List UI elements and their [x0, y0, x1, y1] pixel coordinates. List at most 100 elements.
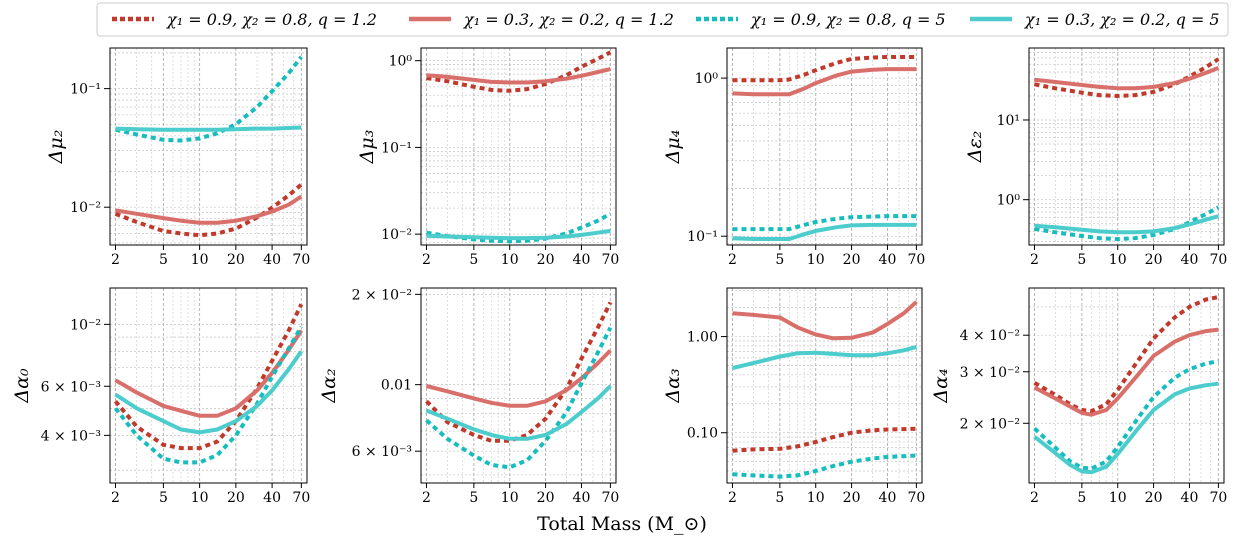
panel-4: 2 5 10 20 40 70 10¹ 10⁰ Δε₂	[964, 47, 1227, 268]
legend-frame	[96, 2, 1229, 37]
series-line-2	[115, 194, 303, 225]
y-tick-label: 6 × 10⁻³	[41, 379, 101, 395]
y-tick-label: 10⁻²	[70, 200, 101, 216]
panel-3: 2 5 10 20 40 70 10⁰ 10⁻¹ Δμ₄	[662, 47, 925, 268]
series-line-1	[425, 301, 613, 443]
series-line-3	[732, 453, 917, 479]
y-axis-label: Δα₃	[662, 368, 684, 403]
y-tick-label: 0.10	[687, 426, 718, 442]
y-tick-label: 3 × 10⁻²	[960, 365, 1020, 381]
panel-1: 2 5 10 20 40 70 10⁻¹ 10⁻² Δμ₂	[45, 47, 310, 268]
x-tick-label: 2	[422, 252, 431, 268]
y-tick-label: 0.01	[381, 378, 412, 394]
panel-6: 2 5 10 20 40 70 2 × 10⁻² 0.01 6 × 10⁻³ Δα₂	[318, 287, 619, 506]
x-tick-label: 2	[728, 252, 737, 268]
series-line-1	[426, 50, 612, 93]
x-tick-label: 40	[1181, 252, 1199, 268]
series-line-4	[425, 384, 612, 441]
x-tick-label: 2	[1030, 252, 1039, 268]
x-tick-label: 5	[159, 252, 168, 268]
x-tick-label: 70	[1209, 490, 1227, 506]
x-tick-label: 70	[601, 490, 619, 506]
y-tick-label: 10⁻¹	[687, 229, 718, 245]
series-line-4	[115, 125, 302, 132]
x-tick-label: 40	[573, 490, 591, 506]
axes-frame	[420, 287, 617, 484]
y-tick-label: 10⁻¹	[70, 82, 101, 98]
x-tick-label: 10	[1109, 252, 1127, 268]
y-axis-label: Δε₂	[964, 131, 986, 164]
panels: 2 5 10 20 40 70 10⁻¹ 10⁻² Δμ₂ 2 5 10 20 40 70 10⁰ 10⁻¹ 10…	[11, 47, 1227, 506]
x-tick-label: 10	[191, 490, 209, 506]
y-tick-label: 2 × 10⁻²	[960, 416, 1020, 432]
x-tick-label: 5	[775, 252, 784, 268]
x-tick-label: 20	[843, 490, 861, 506]
x-tick-label: 20	[843, 252, 861, 268]
y-tick-label: 10¹	[997, 113, 1020, 129]
x-tick-label: 5	[1077, 490, 1086, 506]
x-tick-label: 10	[191, 252, 209, 268]
series-line-4	[732, 344, 917, 371]
x-tick-label: 2	[111, 252, 120, 268]
y-tick-label: 2 × 10⁻²	[352, 287, 412, 303]
series-line-2	[426, 67, 611, 85]
x-tick-label: 2	[1030, 490, 1039, 506]
series-line-3	[115, 55, 303, 143]
x-tick-label: 20	[1145, 490, 1163, 506]
y-tick-label: 10⁻²	[70, 317, 101, 333]
series-line-2	[1034, 66, 1220, 91]
x-tick-label: 20	[537, 252, 555, 268]
axes-frame	[1028, 287, 1225, 484]
y-axis-label: Δα₀	[11, 368, 33, 404]
series-line-3	[1034, 205, 1220, 242]
panel-5: 2 5 10 20 40 70 10⁻² 6 × 10⁻³ 4 × 10⁻³ Δα₀	[11, 287, 310, 506]
x-tick-label: 20	[227, 490, 245, 506]
axes-frame	[726, 287, 923, 484]
series-line-2	[732, 300, 918, 341]
y-tick-label: 1.00	[687, 330, 718, 346]
legend-label-3: χ₁ = 0.9, χ₂ = 0.8, q = 5	[750, 10, 946, 29]
legend-label-2: χ₁ = 0.3, χ₂ = 0.2, q = 1.2	[463, 10, 674, 29]
y-tick-label: 10⁻²	[381, 227, 412, 243]
x-tick-label: 40	[879, 490, 897, 506]
series-line-3	[732, 214, 917, 232]
x-tick-label: 10	[807, 252, 825, 268]
legend: χ₁ = 0.9, χ₂ = 0.8, q = 1.2 χ₁ = 0.3, χ₂ …	[96, 2, 1229, 37]
series-line-1	[1033, 295, 1219, 414]
series-line-1	[1034, 57, 1220, 98]
legend-label-4: χ₁ = 0.3, χ₂ = 0.2, q = 5	[1024, 10, 1220, 29]
x-tick-label: 10	[1109, 490, 1127, 506]
y-axis-label: Δμ₂	[45, 130, 67, 165]
axes-frame	[109, 287, 308, 484]
x-tick-label: 70	[907, 490, 925, 506]
x-tick-label: 5	[775, 490, 784, 506]
axes-frame	[109, 47, 308, 246]
x-tick-label: 70	[907, 252, 925, 268]
x-tick-label: 2	[422, 490, 431, 506]
x-tick-label: 70	[1209, 252, 1227, 268]
legend-label-1: χ₁ = 0.9, χ₂ = 0.8, q = 1.2	[166, 10, 377, 29]
y-axis-label: Δμ₄	[662, 130, 684, 165]
x-tick-label: 40	[263, 490, 281, 506]
axes-frame	[420, 47, 617, 246]
series-line-2	[732, 67, 917, 97]
panel-8: 2 5 10 20 40 70 4 × 10⁻² 3 × 10⁻² 2 × 10⁻² Δα₄	[930, 287, 1227, 506]
series-line-3	[425, 326, 613, 470]
x-tick-label: 10	[501, 490, 519, 506]
y-tick-label: 10⁰	[695, 71, 719, 87]
y-axis-label: Δα₂	[318, 368, 340, 403]
y-tick-label: 4 × 10⁻²	[960, 328, 1020, 344]
x-tick-label: 40	[573, 252, 591, 268]
y-tick-label: 4 × 10⁻³	[41, 428, 101, 444]
series-line-4	[1033, 381, 1219, 475]
y-axis-label: Δα₄	[930, 368, 952, 403]
x-tick-label: 20	[1145, 252, 1163, 268]
x-tick-label: 5	[469, 252, 478, 268]
x-tick-label: 5	[469, 490, 478, 506]
series-line-4	[1034, 214, 1219, 235]
x-tick-label: 70	[601, 252, 619, 268]
panel-2: 2 5 10 20 40 70 10⁰ 10⁻¹ 10⁻² Δμ₃	[356, 47, 619, 268]
series-line-3	[1033, 359, 1219, 471]
axes-frame	[1028, 47, 1225, 246]
